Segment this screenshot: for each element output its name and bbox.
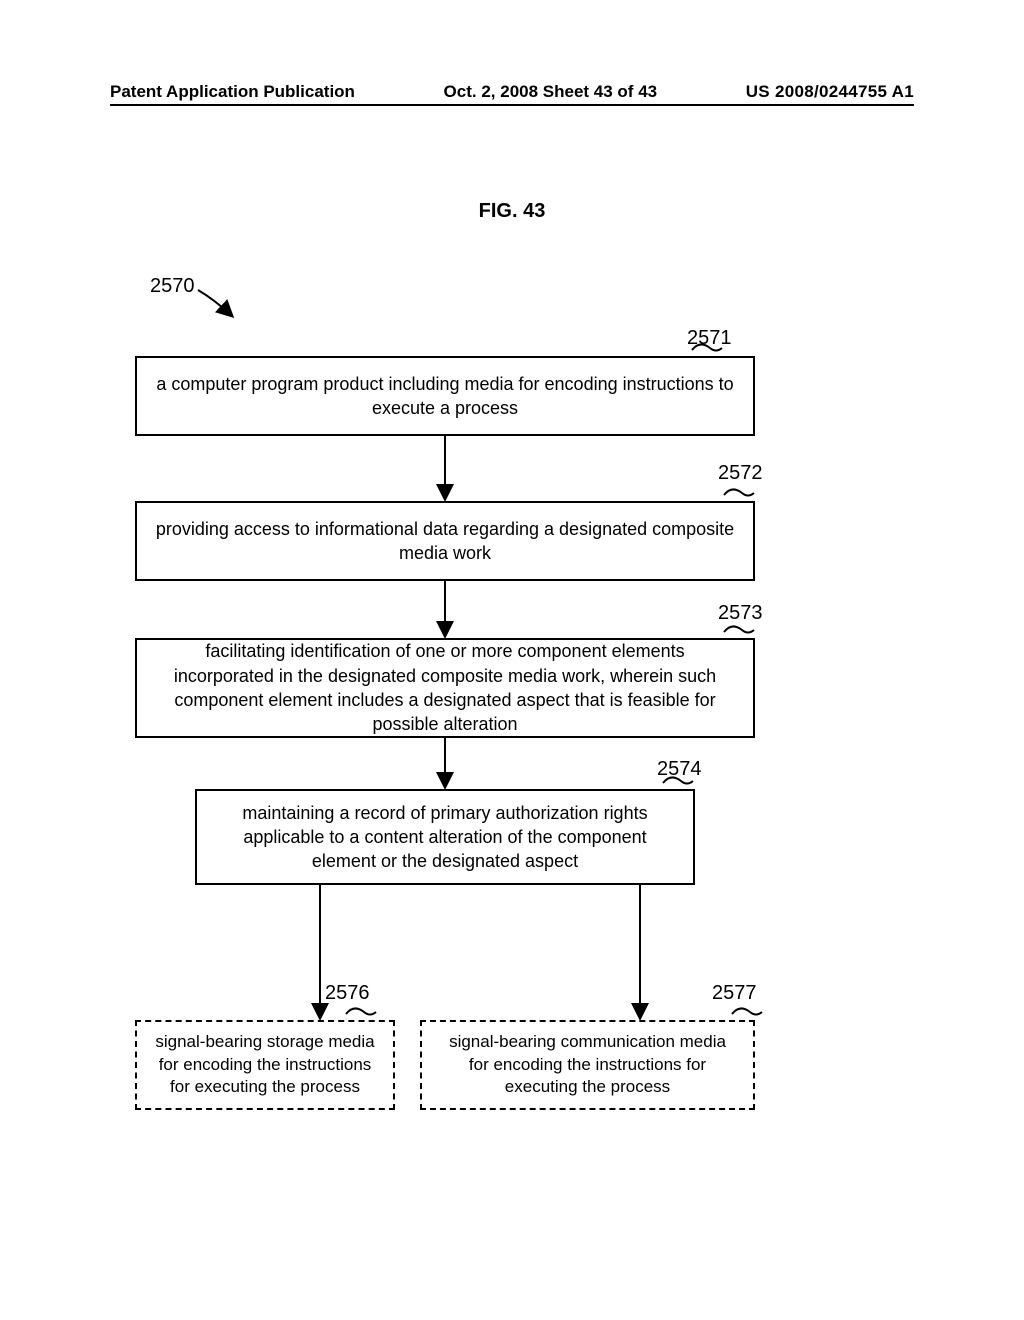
box-2572-text: providing access to informational data r… (155, 517, 735, 566)
box-2576: signal-bearing storage media for encodin… (135, 1020, 395, 1110)
box-2571-text: a computer program product including med… (155, 372, 735, 421)
box-2576-text: signal-bearing storage media for encodin… (155, 1031, 375, 1100)
ref-2572: 2572 (718, 462, 763, 485)
ref-2570: 2570 (150, 275, 195, 298)
box-2577-text: signal-bearing communication media for e… (440, 1031, 735, 1100)
header-center: Oct. 2, 2008 Sheet 43 of 43 (444, 82, 658, 102)
ref-2574: 2574 (657, 758, 702, 781)
box-2574: maintaining a record of primary authoriz… (195, 789, 695, 885)
figure-title: FIG. 43 (0, 200, 1024, 223)
ref-2571: 2571 (687, 327, 732, 350)
header-rule (110, 104, 914, 106)
box-2577: signal-bearing communication media for e… (420, 1020, 755, 1110)
box-2571: a computer program product including med… (135, 356, 755, 436)
box-2574-text: maintaining a record of primary authoriz… (215, 801, 675, 874)
box-2572: providing access to informational data r… (135, 501, 755, 581)
ref-2577: 2577 (712, 982, 757, 1005)
box-2573-text: facilitating identification of one or mo… (155, 639, 735, 736)
box-2573: facilitating identification of one or mo… (135, 638, 755, 738)
header-right: US 2008/0244755 A1 (746, 82, 914, 102)
ref-2573: 2573 (718, 602, 763, 625)
page: Patent Application Publication Oct. 2, 2… (0, 0, 1024, 1320)
page-header: Patent Application Publication Oct. 2, 2… (110, 82, 914, 102)
header-left: Patent Application Publication (110, 82, 355, 102)
ref-2576: 2576 (325, 982, 370, 1005)
